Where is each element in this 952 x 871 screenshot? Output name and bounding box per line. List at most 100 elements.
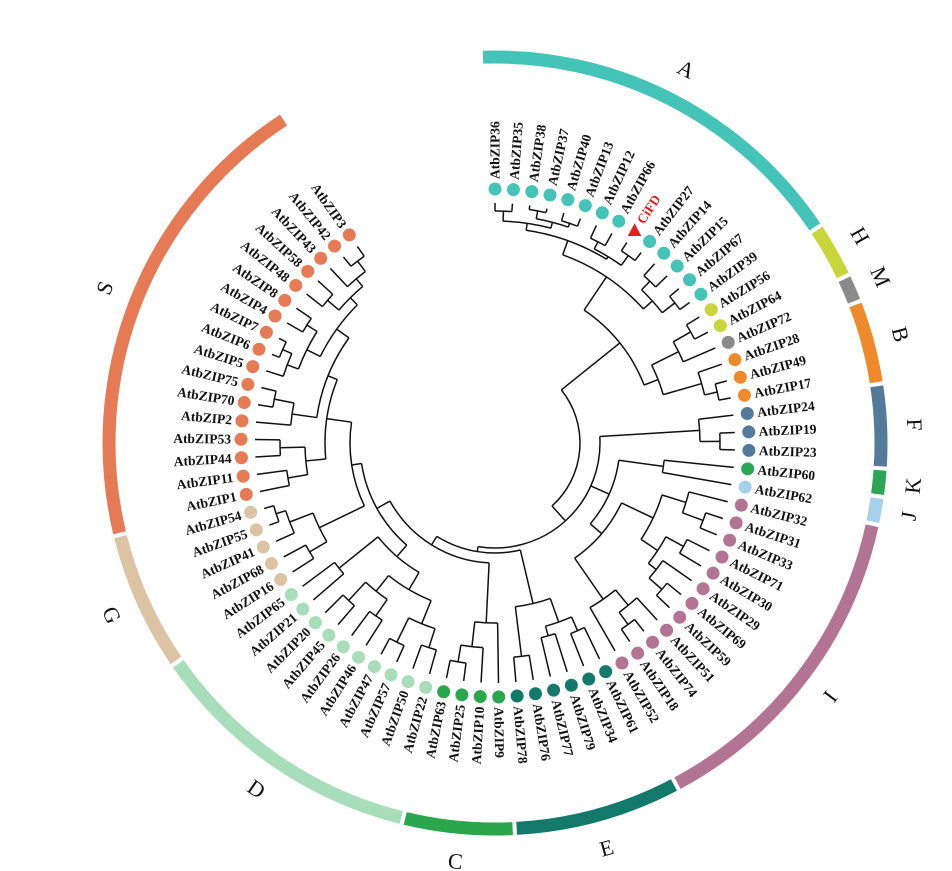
- branch: [662, 559, 693, 582]
- branch: [356, 245, 365, 257]
- group-arcs: [102, 50, 888, 836]
- group-label-J: J: [896, 509, 922, 522]
- branch: [263, 505, 274, 510]
- branch: [620, 242, 628, 252]
- leaf-dot: [264, 557, 278, 571]
- branch-arc: [529, 208, 547, 214]
- branch: [567, 223, 571, 228]
- leaf-dot: [723, 533, 737, 547]
- branch: [621, 502, 654, 519]
- branch-arc: [273, 505, 280, 522]
- leaf-dot: [252, 342, 266, 356]
- group-arc-M: [838, 276, 861, 304]
- leaf-dot: [582, 672, 596, 686]
- branch: [289, 512, 314, 523]
- leaf-dot: [737, 388, 751, 402]
- branch: [634, 252, 642, 261]
- branch: [375, 575, 390, 592]
- branch: [462, 663, 467, 682]
- branch: [275, 509, 286, 515]
- group-label-M: M: [865, 263, 896, 291]
- leaf-dot: [595, 206, 609, 220]
- group-arc-K: [871, 469, 887, 496]
- leaf-dot: [274, 572, 288, 586]
- branch-arc: [714, 383, 720, 401]
- leaf-label: AtbZIP10: [469, 706, 487, 765]
- branch: [286, 364, 299, 370]
- branch: [408, 571, 420, 590]
- branch: [661, 302, 676, 314]
- leaf-dot: [646, 635, 660, 649]
- branch: [349, 297, 358, 306]
- leaf-dot: [328, 239, 342, 253]
- branch: [655, 275, 668, 288]
- branch: [641, 280, 651, 291]
- branch: [661, 494, 687, 504]
- branch: [664, 459, 734, 469]
- branch: [666, 582, 682, 596]
- leaf-dot: [256, 540, 270, 554]
- branch: [583, 627, 601, 660]
- branch-arc: [449, 659, 467, 664]
- group-label-F: F: [902, 418, 928, 431]
- group-arc-E: [516, 779, 677, 835]
- branch: [686, 316, 700, 326]
- branch-arc: [561, 220, 578, 227]
- group-arc-G: [114, 535, 182, 665]
- branch: [305, 458, 326, 462]
- leaf-dot: [734, 498, 748, 512]
- branch: [699, 527, 718, 536]
- leaf-dot: [492, 690, 506, 704]
- leaf-label: AtbZIP9: [491, 707, 507, 758]
- branch: [327, 299, 340, 311]
- leaf-dot: [236, 469, 250, 483]
- branch: [642, 300, 653, 310]
- branch-arc: [477, 436, 601, 549]
- branch: [428, 628, 436, 648]
- branch-arc: [389, 637, 405, 647]
- group-arc-F: [870, 385, 888, 467]
- leaf-dot: [278, 293, 292, 307]
- leaf-dot: [322, 628, 336, 642]
- branch: [576, 218, 582, 227]
- branch: [705, 512, 724, 520]
- leaf-dot: [657, 246, 671, 260]
- branch: [275, 532, 295, 542]
- branch: [618, 459, 664, 468]
- branch: [704, 391, 718, 396]
- leaf-dot: [728, 353, 742, 367]
- branch-arc: [272, 390, 277, 408]
- branch: [643, 263, 656, 277]
- branch: [679, 301, 691, 311]
- branch: [640, 538, 659, 552]
- branch: [365, 619, 383, 646]
- leaf-dot: [742, 425, 756, 439]
- leaf-dot: [733, 370, 747, 384]
- branch: [636, 597, 658, 621]
- branch: [255, 421, 291, 426]
- leaf-dot: [308, 616, 322, 630]
- branch: [457, 645, 462, 663]
- branch: [633, 619, 645, 632]
- leaf-dot: [384, 668, 398, 682]
- leaf-dot: [694, 287, 708, 301]
- branch-arc: [286, 470, 291, 486]
- leaf-dot: [352, 650, 366, 664]
- leaf-dot: [738, 480, 752, 494]
- branch: [271, 353, 280, 359]
- leaf-dot: [259, 325, 273, 339]
- group-arc-A: [482, 50, 821, 231]
- branch: [309, 541, 328, 553]
- leaf-dot: [284, 588, 298, 602]
- branch-arc: [620, 618, 636, 630]
- leaf-dot: [239, 487, 253, 501]
- leaf-dot: [336, 640, 350, 654]
- leaf-dot: [696, 582, 710, 596]
- leaf-dot: [419, 680, 433, 694]
- group-arc-H: [811, 226, 849, 279]
- branch: [562, 240, 569, 256]
- group-label-S: S: [91, 278, 119, 299]
- branch-arc: [503, 220, 552, 229]
- branch: [715, 380, 728, 385]
- group-label-I: I: [818, 686, 842, 707]
